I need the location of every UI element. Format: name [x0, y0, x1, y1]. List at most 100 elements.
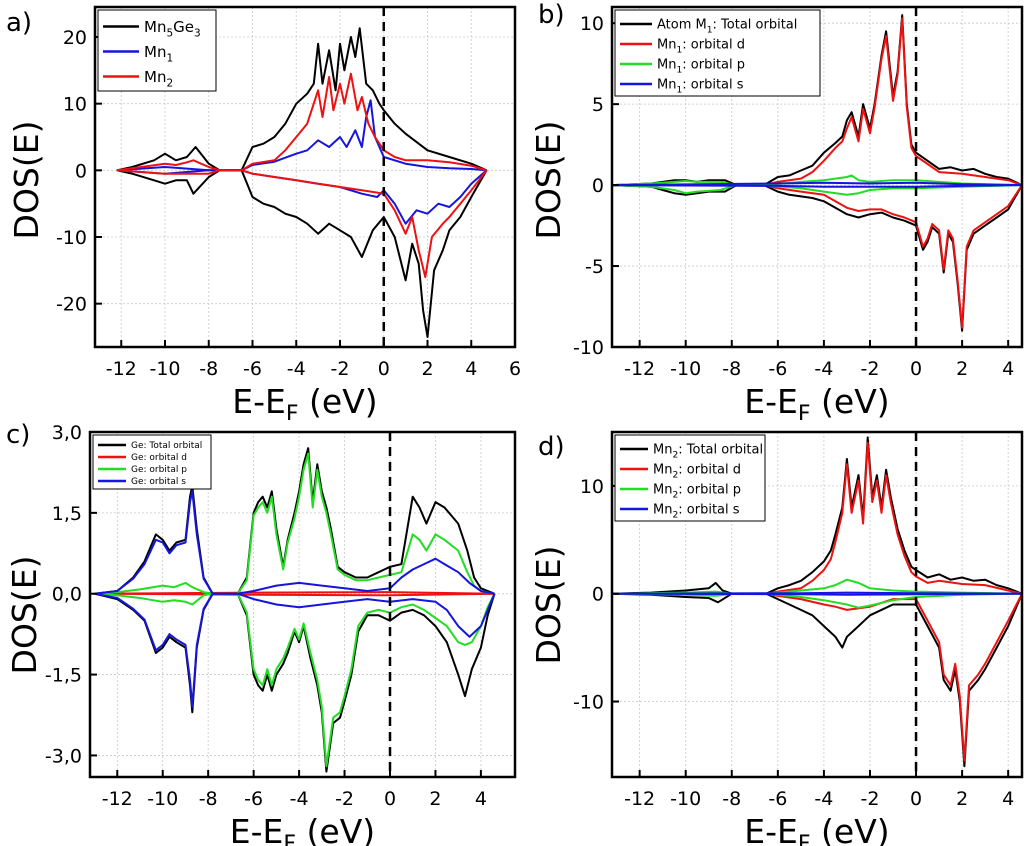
y-tick-label: 0 — [75, 160, 87, 182]
x-tick-label: -4 — [814, 788, 833, 810]
y-tick-label: 20 — [63, 27, 87, 49]
dos-chart-c: -12 -10 -8 -6 -4 -2 0 2 4 -3,0 -1,5 0,0 1,5 3,0 E-EF (… — [5, 422, 517, 846]
x-tick-label: -2 — [861, 788, 880, 810]
panel-b-label: b) — [538, 0, 565, 30]
y-tick-label: 10 — [580, 13, 604, 35]
series-line-blue-down — [116, 169, 488, 225]
y-tick-label: -10 — [56, 227, 87, 249]
x-tick-label: -8 — [722, 788, 741, 810]
x-tick-label: -12 — [624, 788, 655, 810]
legend-entry: Ge: orbital d — [131, 453, 187, 463]
series-line-red-up — [116, 72, 487, 172]
legend-entry: Ge: orbital p — [131, 465, 187, 475]
dos-chart-b: -12 -10 -8 -6 -4 -2 0 2 4 -10 -5 0 5 10 E-EF (eV) DOS(E… — [529, 5, 1024, 420]
x-tick-label: -12 — [102, 788, 133, 810]
x-tick-label: -8 — [199, 358, 218, 380]
x-tick-label: 2 — [956, 788, 968, 810]
x-axis-label: E-EF (eV) — [744, 382, 889, 420]
series-line-green-up — [94, 452, 495, 595]
y-tick-label: -5 — [585, 256, 604, 278]
x-tick-label: 2 — [956, 358, 968, 380]
x-tick-label: -2 — [331, 358, 350, 380]
y-tick-label: -1,5 — [45, 665, 82, 687]
dos-chart-d: -12 -10 -8 -6 -4 -2 0 2 4 -10 0 10 E-EF (eV) DOS(E) Mn… — [529, 430, 1024, 846]
x-tick-label: -6 — [768, 788, 787, 810]
series-line-blue-up — [94, 490, 495, 595]
series-line-red-up — [94, 591, 495, 595]
series-line-blue-down — [612, 592, 1022, 596]
series-line-black-down — [612, 592, 1022, 768]
series-line-blue-down — [612, 184, 1022, 188]
x-tick-label: -10 — [670, 788, 701, 810]
plot-frame — [88, 430, 517, 779]
x-tick-label: 4 — [1002, 788, 1014, 810]
series-line-red-down — [94, 592, 495, 597]
y-tick-label: -10 — [573, 692, 604, 714]
series-line-black-down — [116, 169, 488, 338]
x-tick-label: -8 — [722, 358, 741, 380]
plot-frame — [610, 430, 1024, 779]
y-tick-label: 0 — [592, 175, 604, 197]
series-line-green-down — [612, 592, 1022, 609]
x-tick-label: 4 — [465, 358, 477, 380]
y-axis-label: DOS(E) — [7, 121, 46, 240]
series-line-green-down — [612, 184, 1022, 196]
x-tick-label: 2 — [429, 788, 441, 810]
y-tick-label: -3,0 — [45, 745, 82, 767]
series-line-red-down — [612, 592, 1022, 762]
y-tick-label: 10 — [63, 94, 87, 116]
y-axis-label: DOS(E) — [529, 546, 568, 665]
x-tick-label: -12 — [106, 358, 137, 380]
x-tick-label: -4 — [814, 358, 833, 380]
x-tick-label: 4 — [1002, 358, 1014, 380]
series-line-green-down — [94, 592, 496, 768]
x-tick-label: -12 — [624, 358, 655, 380]
legend-entry: Ge: Total orbital — [131, 441, 202, 451]
panel-a-label: a) — [6, 8, 33, 38]
y-tick-label: 3,0 — [52, 422, 82, 444]
x-axis-label: E-EF (eV) — [744, 812, 889, 846]
x-tick-label: 2 — [421, 358, 433, 380]
y-tick-label: 0,0 — [52, 584, 82, 606]
y-axis-label: DOS(E) — [529, 121, 568, 240]
panel-d-label: d) — [538, 432, 565, 462]
y-tick-label: -10 — [573, 337, 604, 359]
x-tick-label: -2 — [335, 788, 354, 810]
legend: Ge: Total orbital Ge: orbital d Ge: orbita… — [92, 434, 212, 490]
x-axis-label: E-EF (eV) — [230, 812, 375, 846]
legend-entry: Mn1 — [144, 43, 173, 65]
legend-entry: Mn2 — [144, 68, 173, 90]
series-line-blue-up — [612, 181, 1022, 187]
legend-entry: Mn5Ge3 — [144, 18, 201, 40]
x-tick-label: -4 — [287, 358, 306, 380]
x-tick-label: 0 — [378, 358, 390, 380]
x-tick-label: -2 — [861, 358, 880, 380]
x-tick-label: -10 — [670, 358, 701, 380]
series-line-black-up — [116, 27, 487, 172]
x-tick-label: 6 — [509, 358, 520, 380]
panel-c-label: c) — [6, 420, 31, 450]
x-tick-label: 4 — [475, 788, 487, 810]
series-line-red-down — [116, 169, 488, 278]
series-line-green-up — [612, 578, 1022, 595]
y-tick-label: 10 — [580, 476, 604, 498]
x-tick-label: 0 — [910, 358, 922, 380]
series-line-red-up — [612, 17, 1022, 187]
legend: Mn5Ge3 Mn1 Mn2 — [97, 9, 217, 92]
x-tick-label: -6 — [768, 358, 787, 380]
x-tick-label: -8 — [199, 788, 218, 810]
x-tick-label: -6 — [243, 358, 262, 380]
legend-entry: Ge: orbital s — [131, 477, 186, 487]
y-tick-label: -20 — [56, 294, 87, 316]
series-line-red-down — [612, 184, 1022, 329]
x-axis-label: E-EF (eV) — [232, 382, 377, 420]
legend-entry: Mn2: Total orbital — [653, 443, 763, 461]
series-line-red-up — [612, 441, 1022, 595]
x-tick-label: -10 — [147, 788, 178, 810]
y-tick-label: 1,5 — [52, 503, 82, 525]
y-tick-label: 0 — [592, 584, 604, 606]
series-line-green-up — [612, 174, 1022, 187]
